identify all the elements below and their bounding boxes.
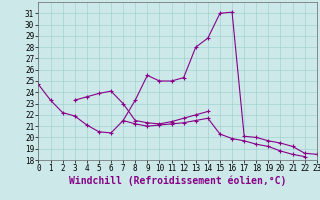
- X-axis label: Windchill (Refroidissement éolien,°C): Windchill (Refroidissement éolien,°C): [69, 176, 286, 186]
